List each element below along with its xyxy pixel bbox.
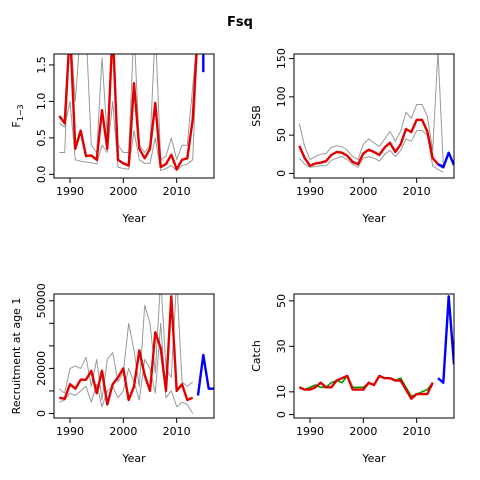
series-line-forecast xyxy=(196,353,214,396)
series-line-upper xyxy=(59,54,197,161)
y-tick-label: 1.5 xyxy=(35,56,48,74)
y-tick-label: 20000 xyxy=(35,351,48,386)
y-tick-label: 50 xyxy=(275,128,288,142)
series-line-median xyxy=(298,374,434,400)
series-group xyxy=(58,294,214,414)
y-axis-title: F1−3 xyxy=(10,104,25,127)
main-title: Fsq xyxy=(227,15,253,30)
series-line-forecast xyxy=(437,151,454,169)
y-tick-label: 30 xyxy=(275,339,288,353)
panel-3: 1990 2000 2010 0 20000 50000 Year Recruitment a… xyxy=(10,283,215,465)
x-tick-label: 2000 xyxy=(109,185,137,198)
panel-2: 1990 2000 2010 0 50 100 150 Year SSB xyxy=(250,48,455,225)
y-tick-label: 100 xyxy=(275,86,288,107)
x-tick-label: 2000 xyxy=(349,185,377,198)
y-tick-label: 0 xyxy=(275,411,288,418)
plot-frame xyxy=(293,293,455,419)
y-tick-label: 0 xyxy=(35,410,48,417)
series-group xyxy=(298,295,454,400)
series-line-forecast xyxy=(437,295,454,384)
series-line-lower xyxy=(298,130,444,173)
panel-1: 1990 2000 2010 0.0 0.5 1.0 1.5 Year F1−3 xyxy=(10,53,215,225)
series-line-median xyxy=(58,54,198,171)
y-axis-title: Recruitment at age 1 xyxy=(10,298,23,415)
y-tick-label: 50 xyxy=(275,294,288,308)
y-tick-label: 150 xyxy=(275,48,288,69)
y-tick-label: 50000 xyxy=(35,283,48,318)
x-tick-label: 2000 xyxy=(109,425,137,438)
y-tick-label: 0.5 xyxy=(35,129,48,147)
x-tick-label: 2010 xyxy=(163,185,191,198)
x-tick-label: 1990 xyxy=(296,185,324,198)
series-line-median xyxy=(298,118,444,168)
x-axis-title: Year xyxy=(361,452,386,465)
plot-frame xyxy=(53,53,215,179)
x-tick-label: 1990 xyxy=(56,185,84,198)
y-axis-title: SSB xyxy=(250,105,263,127)
y-tick-label: 0.0 xyxy=(35,166,48,184)
plot-frame xyxy=(293,53,455,179)
y-axis-title: Catch xyxy=(250,340,263,372)
series-line-lower xyxy=(59,54,198,172)
x-axis-title: Year xyxy=(121,212,146,225)
series-group xyxy=(58,54,205,172)
y-tick-label: 10 xyxy=(275,385,288,399)
x-tick-label: 2000 xyxy=(349,425,377,438)
x-axis-title: Year xyxy=(121,452,146,465)
series-group xyxy=(298,54,454,173)
plot-frame xyxy=(53,293,215,419)
series-line-median xyxy=(59,295,194,406)
x-axis-title: Year xyxy=(361,212,386,225)
x-tick-label: 1990 xyxy=(56,425,84,438)
x-tick-label: 2010 xyxy=(163,425,191,438)
x-tick-label: 2010 xyxy=(403,185,431,198)
y-tick-label: 1.0 xyxy=(35,93,48,111)
y-tick-label: 0 xyxy=(275,170,288,177)
x-tick-label: 1990 xyxy=(296,425,324,438)
panel-4: 1990 2000 2010 0 10 30 50 Year Catch xyxy=(250,293,455,465)
x-tick-label: 2010 xyxy=(403,425,431,438)
series-line-upper xyxy=(58,294,194,401)
series-line-upper xyxy=(298,54,444,166)
